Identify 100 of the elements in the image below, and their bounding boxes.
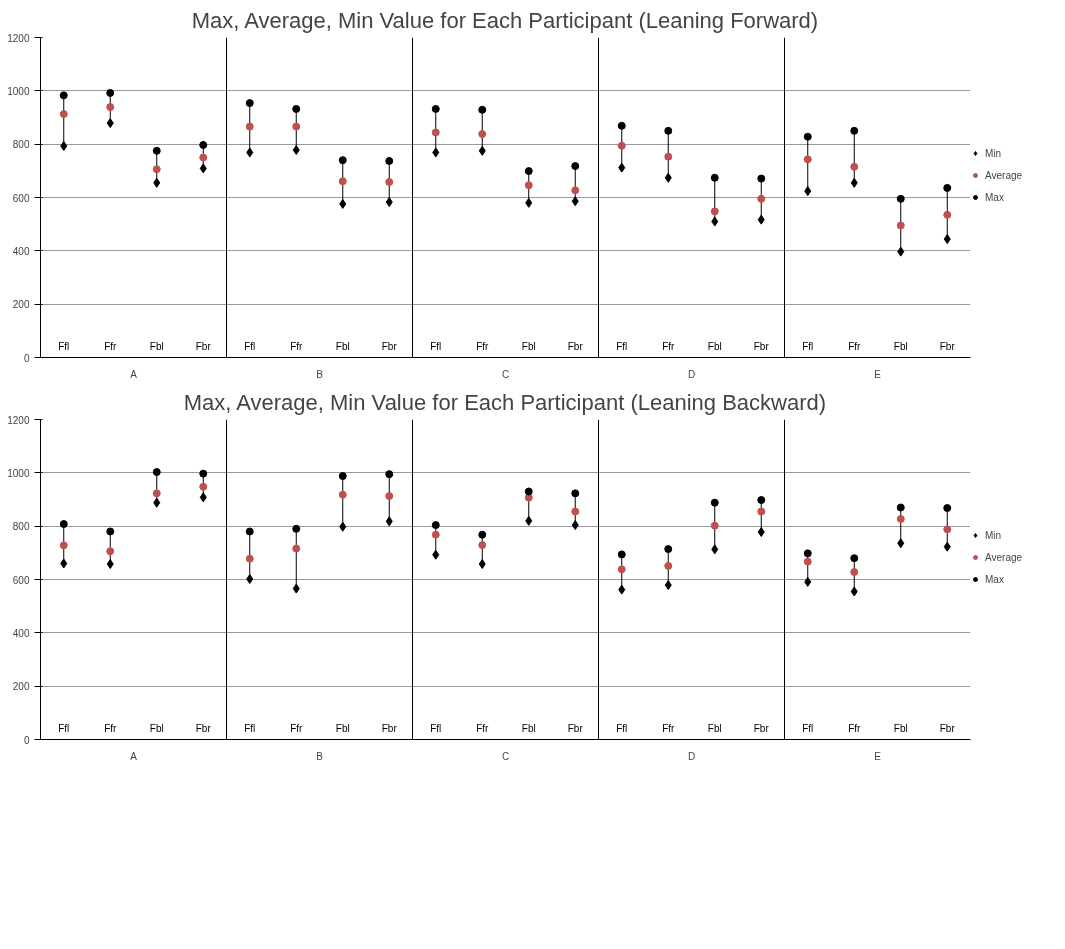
point — [943, 504, 952, 513]
x-tick-label: Ffl — [58, 722, 70, 734]
point — [617, 141, 626, 150]
point — [571, 196, 579, 207]
text: A — [130, 750, 138, 762]
y-tick-label: 1000 — [7, 85, 30, 97]
point — [757, 507, 766, 516]
x-tick-label: Fbr — [381, 722, 398, 734]
y-tick-label: 200 — [12, 299, 30, 311]
point — [943, 525, 952, 534]
x-tick-label: Fbr — [567, 340, 584, 352]
point — [385, 156, 394, 165]
x-tick-label: Ffr — [848, 340, 862, 352]
point — [245, 527, 254, 536]
x-tick-label: Ffl — [430, 722, 442, 734]
point — [757, 214, 765, 225]
point — [664, 152, 673, 161]
point — [896, 221, 905, 230]
point — [803, 549, 812, 558]
point — [106, 88, 115, 97]
point — [431, 521, 440, 530]
text: D — [687, 750, 696, 762]
point — [338, 156, 347, 165]
point — [710, 521, 719, 530]
point — [246, 573, 254, 584]
point — [478, 105, 487, 114]
point — [943, 234, 951, 245]
point — [524, 167, 533, 176]
y-tick-label: 1200 — [7, 32, 30, 44]
point — [339, 521, 347, 532]
y-tick-label: 0 — [23, 352, 30, 364]
text: E — [874, 368, 882, 380]
point — [571, 186, 580, 195]
point — [245, 122, 254, 131]
x-tick-label: Ffl — [802, 722, 814, 734]
point — [199, 153, 208, 162]
point — [850, 586, 858, 597]
point — [525, 515, 533, 526]
text: E — [874, 750, 882, 762]
point — [804, 576, 812, 587]
point — [664, 561, 673, 570]
point — [897, 538, 905, 549]
point — [292, 524, 301, 533]
x-tick-label: Ffl — [802, 340, 814, 352]
y-tick-label: 400 — [12, 627, 30, 639]
legend-label: Max — [985, 573, 1005, 585]
x-tick-label: Ffl — [616, 340, 628, 352]
y-tick-label: 400 — [12, 245, 30, 257]
point — [245, 99, 254, 108]
point — [757, 194, 766, 203]
x-tick-label: Ffl — [430, 340, 442, 352]
y-tick-label: 600 — [12, 192, 30, 204]
x-tick-label: Fbl — [707, 340, 722, 352]
point — [478, 530, 487, 539]
x-tick-label: Fbr — [939, 722, 956, 734]
legend-label: Min — [985, 147, 1003, 159]
text: B — [316, 750, 324, 762]
point — [664, 126, 673, 135]
x-tick-label: Fbr — [939, 340, 956, 352]
point — [152, 468, 161, 477]
point — [432, 147, 440, 158]
point — [850, 177, 858, 188]
x-tick-label: Ffr — [476, 340, 490, 352]
point — [245, 554, 254, 563]
x-tick-label: Fbl — [335, 722, 350, 734]
point — [943, 541, 951, 552]
y-tick-label: 1200 — [7, 414, 30, 426]
x-tick-label: Ffr — [104, 340, 118, 352]
y-tick-label: 600 — [12, 574, 30, 586]
x-tick-label: Ffl — [244, 722, 256, 734]
x-tick-label: Ffr — [290, 340, 304, 352]
point — [431, 128, 440, 137]
y-tick-label: 200 — [12, 681, 30, 693]
x-tick-label: Fbr — [195, 722, 212, 734]
point — [757, 527, 765, 538]
point — [803, 557, 812, 566]
text: C — [501, 750, 510, 762]
point — [478, 559, 486, 570]
x-tick-label: Ffl — [616, 722, 628, 734]
point — [338, 177, 347, 186]
point — [152, 489, 161, 498]
point — [757, 174, 766, 183]
x-tick-label: Ffr — [662, 340, 676, 352]
point — [571, 489, 580, 498]
point — [60, 558, 68, 569]
point — [152, 146, 161, 155]
x-tick-label: Fbl — [335, 340, 350, 352]
point — [59, 110, 68, 119]
point — [617, 121, 626, 130]
point — [199, 163, 207, 174]
point — [153, 497, 161, 508]
point — [664, 580, 672, 591]
legend-label: Average — [985, 169, 1023, 181]
x-tick-label: Fbr — [195, 340, 212, 352]
point — [896, 194, 905, 203]
point — [431, 530, 440, 539]
point — [710, 498, 719, 507]
point — [292, 145, 300, 156]
point — [152, 165, 161, 174]
x-tick-label: Fbr — [753, 340, 770, 352]
